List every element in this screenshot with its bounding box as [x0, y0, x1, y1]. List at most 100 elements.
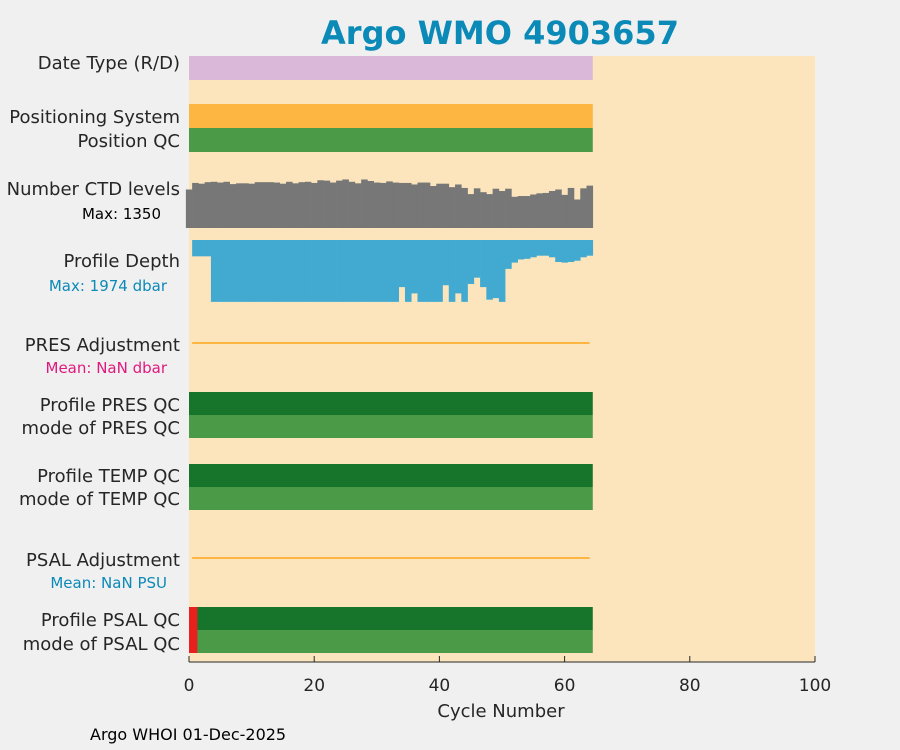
label-psal-mode: mode of PSAL QC: [23, 634, 180, 655]
ctd-bar-3: [204, 182, 212, 228]
depth-bar-40: [436, 240, 443, 302]
label-pres-mean: Mean: NaN dbar: [46, 359, 168, 377]
depth-bar-54: [523, 240, 531, 259]
depth-bar-46: [473, 240, 481, 278]
depth-bar-42: [448, 240, 456, 302]
temp-qc-bar: [189, 464, 593, 487]
depth-bar-41: [442, 240, 450, 286]
depth-bar-5: [217, 240, 224, 302]
ctd-bar-64: [586, 185, 594, 228]
positioning-bar: [189, 104, 593, 128]
depth-bar-16: [286, 240, 293, 302]
pres-qc-bar: [189, 392, 593, 415]
depth-bar-23: [329, 240, 337, 302]
depth-bar-30: [373, 240, 381, 302]
depth-bar-32: [386, 240, 393, 302]
ctd-bar-57: [542, 192, 550, 228]
ctd-bar-22: [323, 180, 331, 228]
depth-bar-12: [260, 240, 268, 302]
depth-bar-64: [586, 240, 594, 256]
ctd-bar-44: [461, 187, 468, 228]
ctd-bar-54: [523, 196, 531, 228]
depth-bar-18: [298, 240, 306, 302]
depth-bar-36: [411, 240, 418, 294]
depth-bar-51: [505, 240, 512, 269]
x-tick-label: 60: [554, 676, 576, 696]
ctd-bar-20: [311, 182, 318, 228]
ctd-bar-31: [379, 182, 387, 228]
ctd-bar-17: [292, 183, 299, 228]
depth-bar-17: [292, 240, 299, 302]
depth-bar-7: [229, 240, 237, 302]
chart-title: Argo WMO 4903657: [321, 14, 679, 52]
ctd-bar-5: [217, 182, 224, 228]
depth-bar-25: [342, 240, 349, 302]
ctd-bar-24: [336, 180, 343, 228]
ctd-bar-58: [548, 191, 556, 228]
ctd-bar-55: [530, 194, 537, 228]
ctd-bar-46: [473, 188, 481, 228]
ctd-bar-60: [561, 194, 569, 228]
ctd-bar-38: [423, 182, 431, 228]
depth-bar-33: [392, 240, 400, 302]
ctd-bar-45: [467, 194, 475, 228]
depth-bar-6: [223, 240, 230, 302]
ctd-bar-35: [404, 182, 412, 228]
depth-bar-13: [267, 240, 274, 302]
depth-bar-21: [317, 240, 324, 302]
depth-bar-35: [404, 240, 412, 302]
label-ctd-max: Max: 1350: [82, 205, 161, 223]
psal-qc-bar: [189, 607, 593, 630]
depth-bar-52: [511, 240, 518, 263]
ctd-bar-59: [555, 189, 562, 228]
ctd-bar-15: [279, 183, 287, 228]
label-psal-qc: Profile PSAL QC: [41, 610, 180, 631]
date-type-bar: [189, 56, 593, 80]
depth-bar-20: [311, 240, 318, 302]
depth-bar-61: [567, 240, 575, 262]
label-ctd: Number CTD levels: [7, 179, 180, 200]
depth-bar-24: [336, 240, 343, 302]
depth-bar-15: [279, 240, 287, 302]
x-tick-label: 40: [429, 676, 451, 696]
depth-bar-4: [210, 240, 218, 302]
label-psal-adj: PSAL Adjustment: [26, 550, 180, 571]
label-pres-qc: Profile PRES QC: [40, 395, 180, 416]
ctd-bar-9: [242, 183, 249, 228]
depth-bar-31: [379, 240, 387, 302]
depth-bar-1: [192, 240, 199, 257]
depth-bar-56: [536, 240, 543, 256]
pres-mode-bar: [189, 415, 593, 438]
ctd-bar-48: [486, 194, 493, 228]
depth-bar-19: [304, 240, 312, 302]
depth-bar-9: [242, 240, 249, 302]
ctd-bar-49: [492, 188, 500, 228]
ctd-bar-4: [210, 181, 218, 228]
depth-bar-50: [498, 240, 506, 302]
x-tick-label: 80: [679, 676, 701, 696]
depth-bar-38: [423, 240, 431, 302]
x-tick-label: 20: [303, 676, 325, 696]
ctd-bar-62: [573, 199, 581, 228]
depth-bar-26: [348, 240, 356, 302]
depth-bar-58: [548, 240, 556, 258]
ctd-bar-26: [348, 181, 356, 228]
label-temp-mode: mode of TEMP QC: [19, 489, 180, 510]
ctd-bar-18: [298, 182, 306, 228]
depth-bar-59: [555, 240, 562, 262]
ctd-bar-39: [430, 186, 437, 228]
depth-bar-29: [367, 240, 374, 302]
depth-bar-39: [430, 240, 437, 302]
depth-bar-44: [461, 240, 468, 302]
ctd-bar-14: [273, 182, 281, 228]
depth-bar-11: [254, 240, 262, 302]
depth-bar-47: [480, 240, 487, 288]
plot-area: [189, 56, 815, 662]
ctd-bar-19: [304, 181, 312, 228]
label-depth-max: Max: 1974 dbar: [49, 277, 168, 295]
depth-bar-10: [248, 240, 256, 302]
ctd-bar-11: [254, 182, 262, 228]
ctd-bar-52: [511, 196, 518, 228]
label-temp-qc: Profile TEMP QC: [37, 466, 180, 487]
